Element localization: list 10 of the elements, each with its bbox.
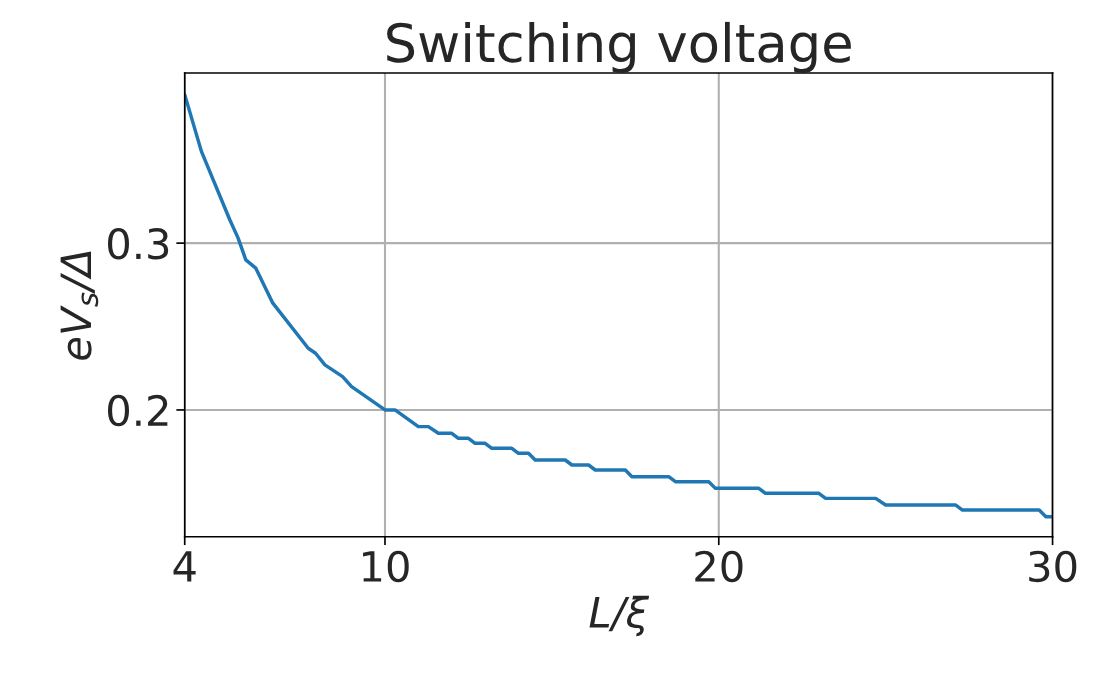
x-tick-label: 4 — [173, 551, 196, 582]
x-axis-title: L/ξ — [589, 595, 650, 637]
x-tick-label: 30 — [1029, 550, 1077, 583]
y-tick-label: 0.3 — [108, 228, 169, 260]
x-tick-label: 20 — [695, 550, 743, 583]
x-tick-label: 10 — [363, 550, 409, 583]
chart-title: Switching voltage — [387, 21, 851, 73]
y-tick-label: 0.2 — [108, 394, 168, 427]
y-axis-title: eV$_{s}$/Δ — [60, 251, 99, 360]
line-series — [184, 92, 1053, 519]
